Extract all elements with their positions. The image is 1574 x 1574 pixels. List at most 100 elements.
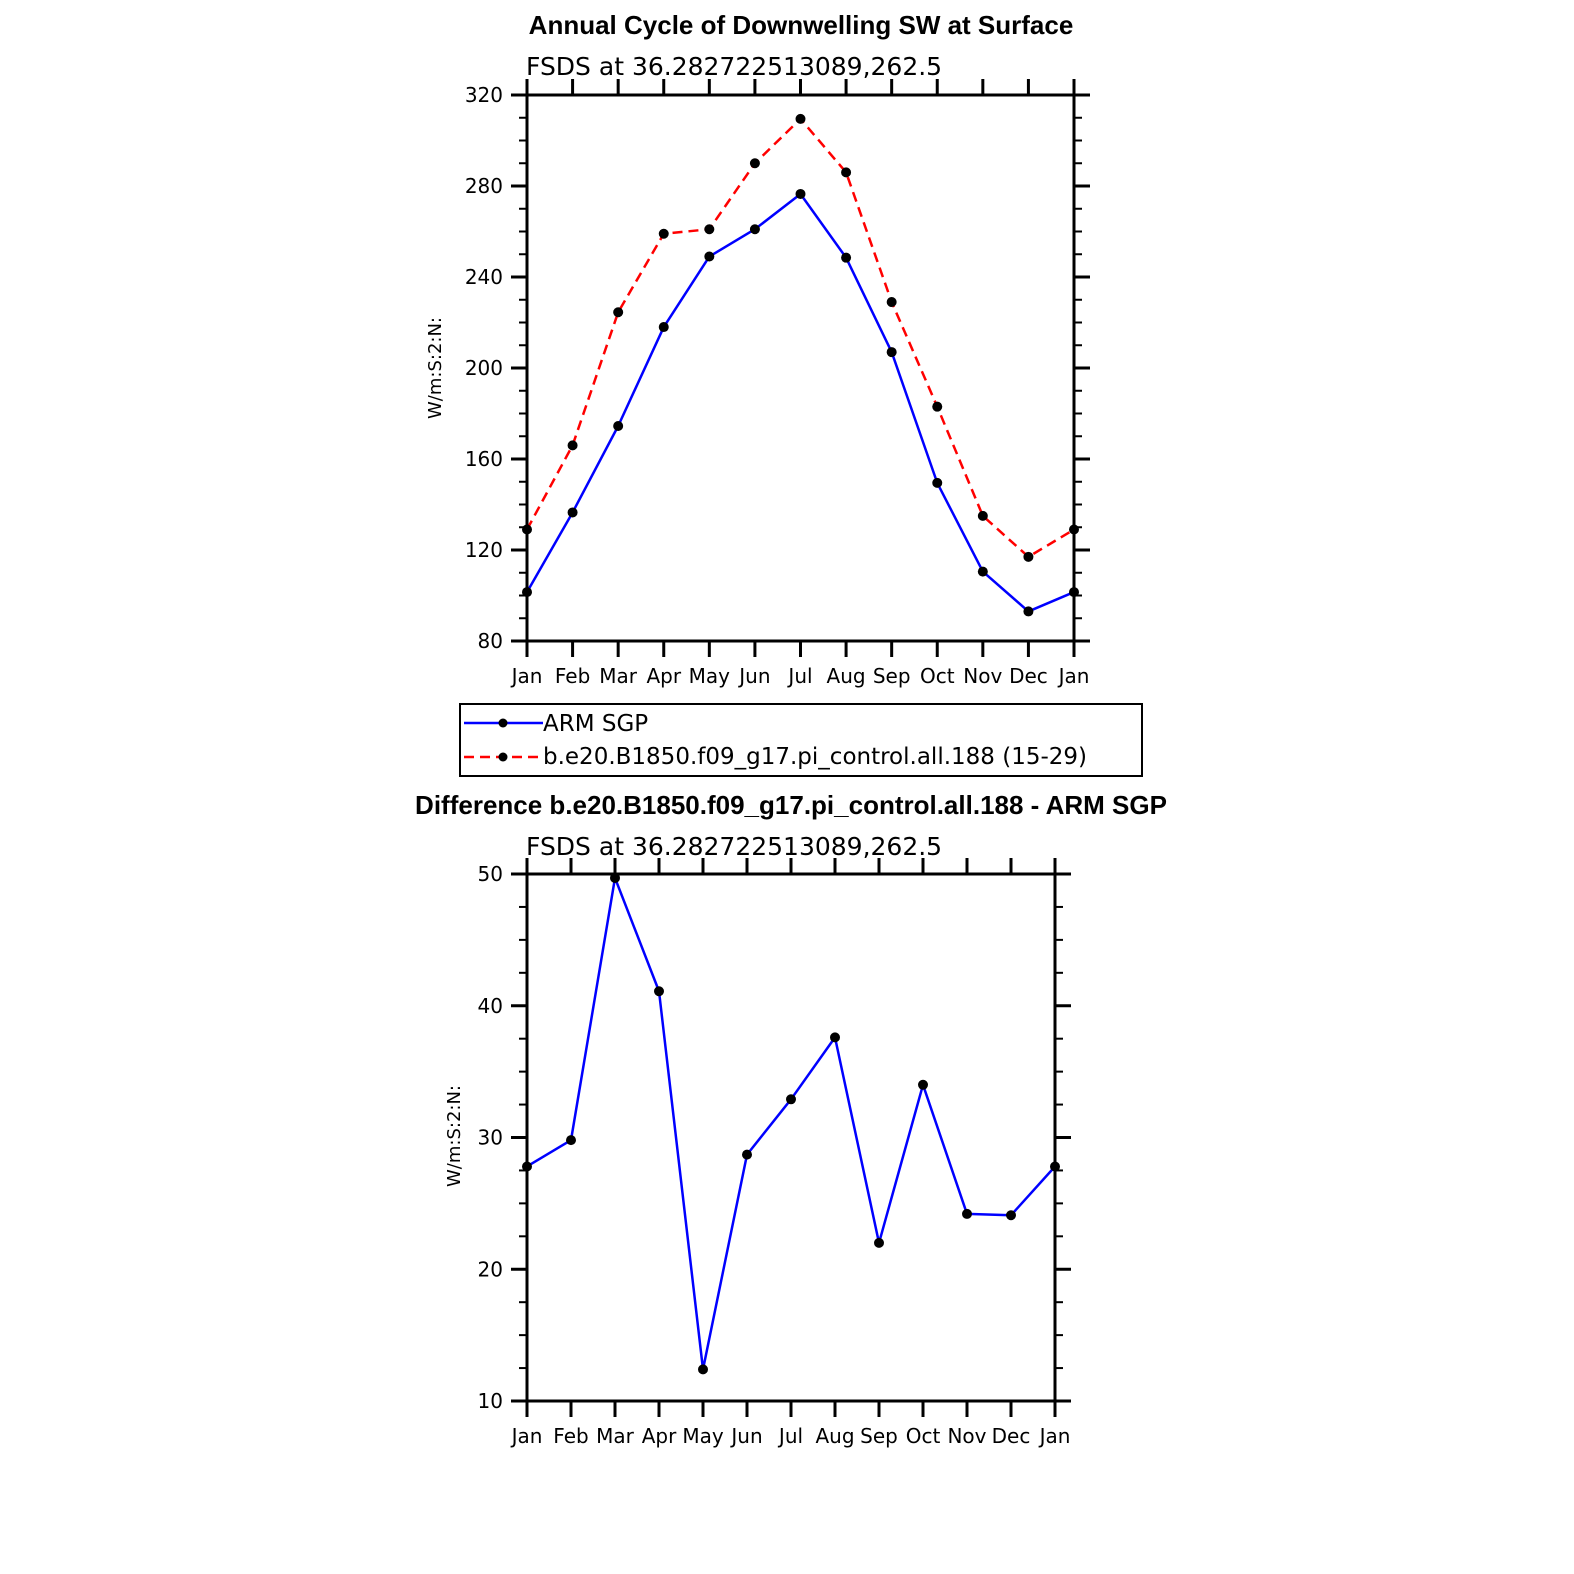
legend-label-model: b.e20.B1850.f09_g17.pi_control.all.188 (… — [543, 744, 1087, 770]
chart2-title: Difference b.e20.B1850.f09_g17.pi_contro… — [415, 790, 1167, 820]
x-tick-label: Jun — [729, 1424, 762, 1448]
y-tick-label: 10 — [478, 1389, 503, 1413]
x-tick-label: Nov — [947, 1424, 986, 1448]
chart2-series — [522, 872, 1060, 1375]
y-tick-label: 120 — [465, 538, 503, 562]
legend-marker-model — [498, 752, 508, 762]
data-point — [962, 1208, 972, 1219]
series-line-2 — [525, 117, 1075, 559]
data-point — [522, 524, 532, 535]
x-tick-label: Feb — [555, 664, 590, 688]
x-tick-label: Sep — [860, 1424, 898, 1448]
data-point — [749, 224, 760, 235]
data-point — [830, 1032, 840, 1043]
data-point — [522, 587, 532, 598]
data-point — [1006, 1210, 1016, 1221]
data-point — [704, 224, 715, 235]
data-point — [658, 322, 669, 333]
chart1-plot-frame — [525, 93, 1076, 643]
legend-marker-arm-sgp — [498, 718, 508, 728]
data-point — [1050, 1161, 1060, 1172]
x-tick-label: Nov — [963, 664, 1002, 688]
y-tick-label: 50 — [478, 862, 503, 886]
data-point — [1069, 587, 1079, 598]
chart1-legend: ARM SGP b.e20.B1850.f09_g17.pi_control.a… — [459, 703, 1143, 777]
chart2-y-axis-label: W/m:S:2:N: — [444, 1085, 465, 1187]
data-point — [932, 477, 943, 488]
data-point — [1069, 524, 1079, 535]
x-tick-label: Jul — [786, 664, 812, 688]
data-point — [786, 1094, 796, 1105]
data-point — [795, 113, 806, 124]
x-tick-label: May — [682, 1424, 724, 1448]
chart2-plot-frame — [525, 872, 1057, 1403]
data-point — [658, 228, 669, 239]
data-point — [841, 167, 852, 178]
legend-box — [459, 703, 1143, 777]
y-tick-label: 200 — [465, 356, 503, 380]
data-point — [567, 440, 578, 451]
series-line-1 — [526, 876, 1056, 1371]
x-tick-label: Feb — [553, 1424, 588, 1448]
data-point — [654, 986, 664, 997]
chart1-title: Annual Cycle of Downwelling SW at Surfac… — [529, 10, 1074, 40]
series-line-1 — [525, 192, 1075, 613]
x-tick-label: Dec — [992, 1424, 1031, 1448]
data-point — [742, 1149, 752, 1160]
data-point — [795, 188, 806, 199]
x-tick-label: Apr — [642, 1424, 677, 1448]
x-tick-label: Sep — [873, 664, 911, 688]
x-tick-label: Jan — [1057, 664, 1090, 688]
legend-label-arm-sgp: ARM SGP — [543, 711, 648, 737]
y-tick-label: 20 — [478, 1257, 503, 1281]
data-point — [613, 421, 624, 432]
x-tick-label: Jan — [510, 664, 543, 688]
x-tick-label: Apr — [646, 664, 681, 688]
chart1-axes: Jan Feb Mar Apr May Jun Jul Aug Sep Oct Nov Dec Jan 8… — [465, 79, 1090, 688]
data-point — [918, 1079, 928, 1090]
data-point — [841, 252, 852, 263]
data-point — [886, 297, 897, 308]
x-tick-label: Dec — [1009, 664, 1048, 688]
chart1-subtitle: FSDS at 36.282722513089,262.5 — [526, 52, 942, 81]
x-tick-label: Jun — [737, 664, 770, 688]
x-tick-label: Jan — [510, 1424, 543, 1448]
x-tick-label: Jan — [1038, 1424, 1071, 1448]
data-point — [749, 158, 760, 169]
y-tick-label: 80 — [478, 629, 503, 653]
data-point — [522, 1161, 532, 1172]
data-point — [977, 510, 988, 521]
annual-cycle-chart: Annual Cycle of Downwelling SW at Surfac… — [425, 10, 1143, 777]
data-point — [613, 307, 624, 318]
data-point — [874, 1237, 884, 1248]
x-tick-label: Aug — [827, 664, 866, 688]
x-tick-label: May — [689, 664, 731, 688]
data-point — [977, 566, 988, 577]
x-tick-label: Aug — [815, 1424, 854, 1448]
x-tick-label: Mar — [596, 1424, 635, 1448]
chart2-subtitle: FSDS at 36.282722513089,262.5 — [526, 832, 942, 861]
x-tick-label: Jul — [777, 1424, 803, 1448]
data-point — [886, 347, 897, 358]
chart2-axes: Jan Feb Mar Apr May Jun Jul Aug Sep Oct Nov Dec Jan 1… — [478, 858, 1071, 1448]
data-point — [610, 872, 620, 883]
y-tick-label: 160 — [465, 447, 503, 471]
data-point — [932, 401, 943, 412]
data-point — [698, 1364, 708, 1375]
y-tick-label: 40 — [478, 994, 503, 1018]
chart1-series — [522, 113, 1079, 617]
y-tick-label: 320 — [465, 83, 503, 107]
data-point — [567, 507, 578, 518]
x-tick-label: Mar — [599, 664, 638, 688]
chart1-y-axis-label: W/m:S:2:N: — [425, 317, 446, 419]
y-tick-label: 280 — [465, 174, 503, 198]
data-point — [704, 251, 715, 262]
x-tick-label: Oct — [906, 1424, 941, 1448]
x-tick-label: Oct — [920, 664, 955, 688]
data-point — [1023, 551, 1034, 562]
data-point — [1023, 606, 1034, 617]
y-tick-label: 240 — [465, 265, 503, 289]
y-tick-label: 30 — [478, 1126, 503, 1150]
difference-chart: Difference b.e20.B1850.f09_g17.pi_contro… — [415, 790, 1167, 1448]
